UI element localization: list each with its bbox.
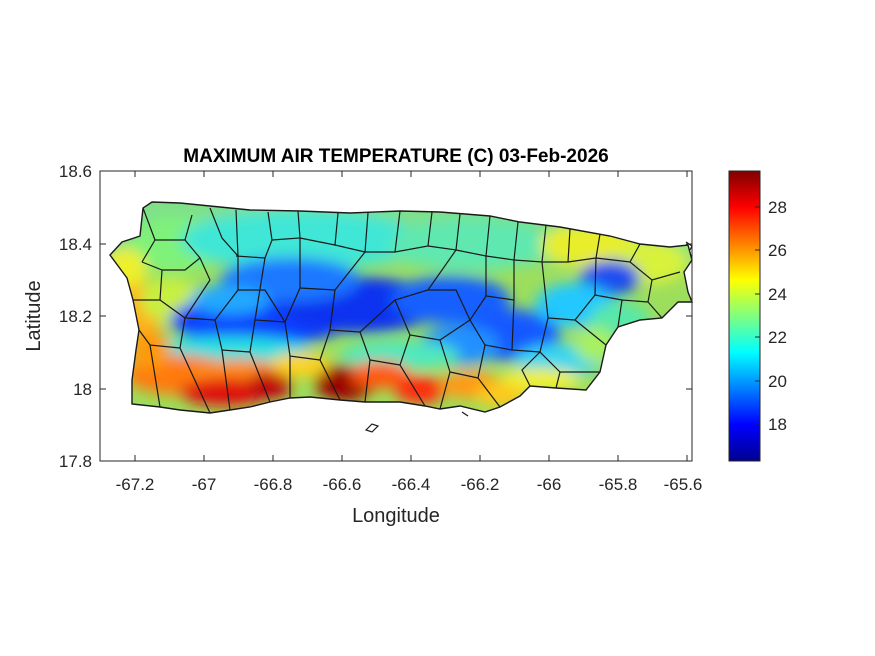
y-axis-label: Latitude xyxy=(23,280,45,351)
x-tick-label: -67 xyxy=(192,475,217,494)
x-axis xyxy=(134,171,688,461)
x-tick-label: -66.6 xyxy=(323,475,362,494)
colorbar-tick-label: 18 xyxy=(768,415,787,434)
temperature-field xyxy=(110,202,692,413)
y-tick-label: 18.6 xyxy=(59,162,92,181)
y-tick-label: 17.8 xyxy=(59,452,92,471)
y-axis xyxy=(100,170,692,462)
colorbar xyxy=(728,170,761,462)
colorbar-tick-label: 28 xyxy=(768,198,787,217)
colorbar-ticks xyxy=(755,206,760,425)
x-tick-label: -65.6 xyxy=(664,475,703,494)
x-tick-label: -66.4 xyxy=(392,475,431,494)
x-tick-label: -66.8 xyxy=(254,475,293,494)
x-tick-label: -66 xyxy=(537,475,562,494)
colorbar-tick-label: 22 xyxy=(768,328,787,347)
colorbar-tick-label: 20 xyxy=(768,372,787,391)
y-tick-label: 18 xyxy=(73,380,92,399)
municipal-boundaries xyxy=(133,207,681,414)
x-tick-label: -67.2 xyxy=(116,475,155,494)
colorbar-tick-label: 24 xyxy=(768,285,787,304)
x-tick-label: -65.8 xyxy=(599,475,638,494)
chart-title: MAXIMUM AIR TEMPERATURE (C) 03-Feb-2026 xyxy=(183,146,608,167)
small-islet xyxy=(364,423,380,433)
y-tick-label: 18.4 xyxy=(59,235,92,254)
y-tick-label: 18.2 xyxy=(59,307,92,326)
colorbar-tick-label: 26 xyxy=(768,241,787,260)
x-tick-label: -66.2 xyxy=(461,475,500,494)
x-axis-label: Longitude xyxy=(352,505,440,527)
small-islet xyxy=(461,411,469,417)
